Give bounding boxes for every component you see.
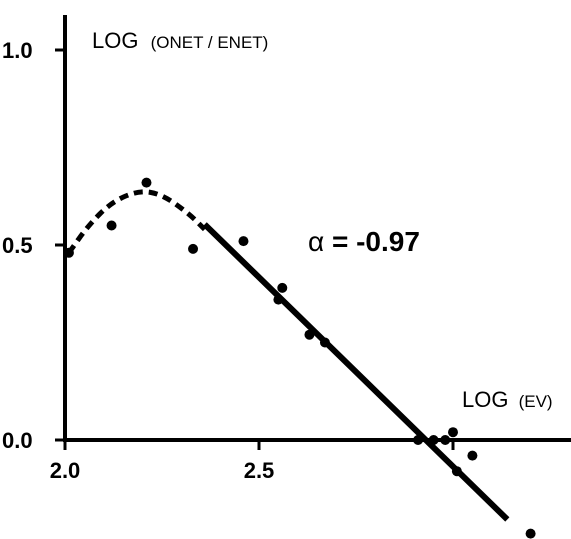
data-point <box>277 282 288 293</box>
ticks-group: 0.0 0.5 1.0 2.0 2.5 <box>2 38 455 483</box>
y-tick-label: 0.0 <box>2 428 33 453</box>
data-point <box>413 435 424 445</box>
dashed-trend-curve <box>66 189 207 255</box>
alpha-symbol: α <box>308 226 324 257</box>
x-axis-title-prefix: LOG <box>462 387 508 412</box>
data-point <box>238 236 249 247</box>
data-point <box>440 435 451 445</box>
data-point <box>141 177 152 188</box>
data-point <box>106 220 117 231</box>
data-point <box>451 466 462 477</box>
data-point <box>467 450 478 461</box>
slope-value: = -0.97 <box>332 226 420 257</box>
x-axis-title-args: (EV) <box>519 392 553 411</box>
data-point <box>448 427 458 438</box>
data-point <box>428 435 439 445</box>
data-point <box>273 294 284 305</box>
y-tick-label: 0.5 <box>2 233 33 258</box>
data-point <box>63 247 74 258</box>
y-tick-label: 1.0 <box>2 38 33 63</box>
y-axis-title-args: (ONET / ENET) <box>151 33 269 52</box>
y-axis-title: LOG (ONET / ENET) <box>92 28 268 53</box>
data-point <box>525 528 536 539</box>
data-point <box>319 337 330 348</box>
data-points-group <box>63 177 536 539</box>
y-axis-title-prefix: LOG <box>92 28 138 53</box>
slope-annotation: α = -0.97 <box>308 226 420 257</box>
series-group <box>66 189 510 522</box>
data-point <box>304 329 315 340</box>
axes-group <box>63 15 571 442</box>
x-tick-label: 2.0 <box>50 458 81 483</box>
x-axis-title: LOG (EV) <box>462 387 553 412</box>
x-tick-label: 2.5 <box>244 458 275 483</box>
data-point <box>188 243 199 254</box>
